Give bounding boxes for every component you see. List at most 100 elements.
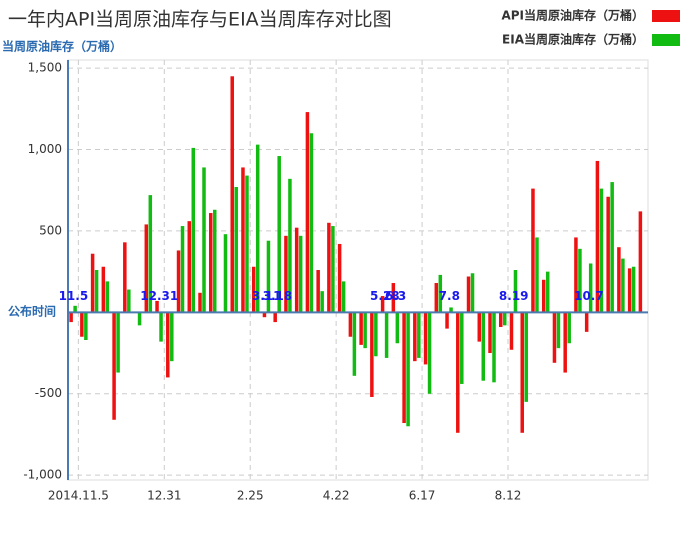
bar bbox=[449, 307, 453, 313]
bar bbox=[294, 227, 299, 313]
bar bbox=[524, 312, 528, 402]
bar bbox=[520, 312, 524, 433]
bar bbox=[230, 76, 234, 313]
legend-swatch bbox=[652, 34, 680, 46]
x-tick-label: 2.25 bbox=[237, 489, 264, 503]
bar bbox=[606, 196, 610, 313]
bar bbox=[148, 195, 153, 313]
bar bbox=[176, 250, 181, 313]
bar bbox=[241, 167, 245, 313]
point-label: 10.7 bbox=[574, 289, 604, 303]
bar bbox=[112, 312, 116, 420]
legend-swatch bbox=[652, 10, 680, 22]
bar bbox=[574, 237, 578, 313]
bar bbox=[101, 266, 106, 313]
plot-area bbox=[67, 59, 649, 481]
bar bbox=[127, 289, 131, 313]
bar bbox=[466, 276, 471, 313]
bar bbox=[423, 312, 428, 365]
bar bbox=[610, 182, 614, 313]
bar bbox=[337, 243, 342, 313]
bar bbox=[370, 312, 374, 397]
x-tick-label: 8.12 bbox=[495, 489, 522, 503]
bar bbox=[348, 312, 353, 337]
bar bbox=[341, 281, 346, 313]
bar bbox=[305, 112, 310, 313]
bar bbox=[434, 283, 439, 313]
bar bbox=[567, 312, 571, 344]
y-tick-label: -500 bbox=[35, 386, 62, 400]
bar bbox=[73, 305, 77, 313]
bar bbox=[374, 312, 378, 357]
bar bbox=[352, 312, 357, 376]
bar bbox=[155, 300, 159, 313]
bar bbox=[417, 312, 421, 358]
point-label: 6.3 bbox=[385, 289, 406, 303]
bar bbox=[80, 312, 84, 337]
bar bbox=[273, 312, 277, 323]
bar bbox=[255, 144, 260, 313]
bar bbox=[234, 186, 238, 313]
point-label: 3.18 bbox=[263, 289, 293, 303]
x-tick-label: 12.31 bbox=[147, 489, 181, 503]
bar bbox=[69, 312, 73, 323]
bar bbox=[223, 234, 228, 313]
bar bbox=[638, 211, 643, 313]
bar bbox=[123, 242, 127, 313]
bar bbox=[395, 312, 400, 344]
bar bbox=[320, 291, 324, 313]
point-label: 7.8 bbox=[439, 289, 460, 303]
bar bbox=[94, 270, 99, 313]
bar bbox=[309, 133, 314, 313]
bar bbox=[391, 283, 396, 313]
bar bbox=[266, 240, 271, 313]
y-tick-label: 1,500 bbox=[28, 61, 62, 75]
bar bbox=[331, 226, 335, 313]
point-label: 8.19 bbox=[499, 289, 529, 303]
point-label: 3.11 bbox=[252, 289, 282, 303]
bar bbox=[531, 188, 535, 313]
point-label: 11.5 bbox=[59, 289, 89, 303]
bar bbox=[492, 312, 496, 383]
bar bbox=[198, 292, 202, 313]
bar bbox=[288, 178, 292, 313]
bar bbox=[588, 263, 593, 313]
bar bbox=[359, 312, 363, 345]
bar bbox=[363, 312, 367, 349]
bar bbox=[460, 312, 464, 384]
bar bbox=[209, 213, 213, 313]
bar bbox=[245, 175, 249, 313]
bar bbox=[481, 312, 486, 381]
legend-label: API当周原油库存（万桶） bbox=[501, 8, 644, 23]
bar bbox=[284, 235, 288, 313]
x-tick-label: 6.17 bbox=[409, 489, 436, 503]
bar bbox=[545, 271, 550, 313]
bar bbox=[552, 312, 557, 363]
legend-label: EIA当周原油库存（万桶） bbox=[502, 32, 644, 47]
bar bbox=[191, 147, 196, 313]
bar bbox=[402, 312, 406, 424]
bar bbox=[166, 312, 170, 378]
bar bbox=[427, 312, 432, 394]
bar bbox=[298, 235, 303, 313]
chart-title: 一年内API当周原油库存与EIA当周库存对比图 bbox=[8, 9, 392, 31]
x-axis-label: 公布时间 bbox=[8, 304, 56, 319]
bar bbox=[438, 274, 443, 313]
bar bbox=[509, 312, 514, 350]
bar bbox=[406, 312, 410, 427]
bar bbox=[413, 312, 417, 362]
bar bbox=[144, 224, 149, 313]
y-tick-label: 1,000 bbox=[28, 142, 62, 156]
bar bbox=[578, 248, 582, 313]
bar bbox=[384, 312, 389, 358]
bar bbox=[316, 270, 320, 313]
bar bbox=[563, 312, 567, 373]
bar bbox=[202, 167, 206, 313]
bar bbox=[535, 237, 539, 313]
bar bbox=[213, 209, 217, 313]
point-label: 12.31 bbox=[140, 289, 178, 303]
bar bbox=[541, 279, 546, 313]
bar bbox=[187, 221, 192, 313]
bar bbox=[499, 312, 503, 327]
